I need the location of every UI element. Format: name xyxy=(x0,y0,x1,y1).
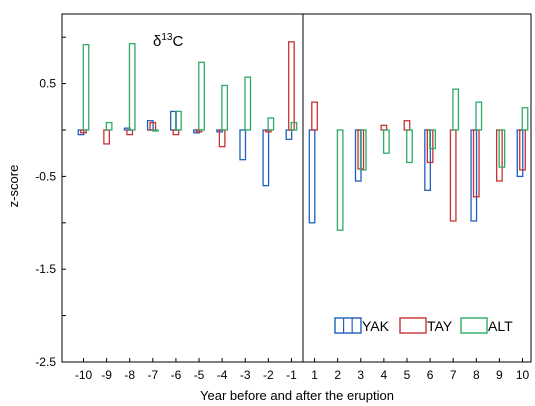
legend-label-alt: ALT xyxy=(488,318,513,334)
bar-tay xyxy=(449,129,457,222)
bar-tay xyxy=(126,129,134,136)
bar-tay xyxy=(103,129,111,145)
x-tick-label: -4 xyxy=(217,368,228,382)
x-axis-title: Year before and after the eruption xyxy=(200,388,394,403)
chart-title-main: δ xyxy=(153,33,161,50)
plot-frame xyxy=(61,13,532,363)
chart-title-superscript: 13 xyxy=(161,32,173,43)
bar-alt xyxy=(498,129,506,168)
bar-alt xyxy=(429,129,436,150)
bar-tay xyxy=(172,129,180,136)
y-tick-label: -0.5 xyxy=(35,169,56,183)
bar-alt xyxy=(336,129,344,231)
x-tick-label: 7 xyxy=(450,368,457,382)
x-tick-label: 4 xyxy=(381,368,388,382)
x-tick-label: -6 xyxy=(171,368,182,382)
x-tick-label: -8 xyxy=(124,368,135,382)
x-tick-label: -10 xyxy=(75,368,93,382)
bar-alt xyxy=(267,117,275,131)
bar-yak xyxy=(285,129,293,140)
bar-tay xyxy=(288,41,295,131)
bar-alt xyxy=(452,88,460,131)
chart-title-suffix: C xyxy=(172,33,183,50)
x-tick-label: -7 xyxy=(147,368,158,382)
legend: YAK TAY ALT xyxy=(334,317,513,334)
bar-tay xyxy=(311,101,318,131)
y-tick-label: 0.5 xyxy=(39,77,56,91)
bar-alt xyxy=(406,129,413,164)
y-axis-title: z-score xyxy=(6,165,21,208)
x-tick-label: 6 xyxy=(427,368,434,382)
x-tick-label: 9 xyxy=(496,368,503,382)
bars-layer xyxy=(77,41,529,231)
x-tick-label: -1 xyxy=(286,368,297,382)
legend-swatch-tay xyxy=(399,317,427,334)
bar-yak xyxy=(262,129,270,187)
x-tick-label: -3 xyxy=(240,368,251,382)
x-tick-label: 3 xyxy=(357,368,364,382)
chart-title-group: δ13C xyxy=(153,32,183,50)
bar-alt xyxy=(128,43,136,131)
legend-swatch-alt xyxy=(460,317,488,334)
bar-alt xyxy=(290,121,298,131)
x-tick-label: 10 xyxy=(516,368,530,382)
x-tick-label: -5 xyxy=(194,368,205,382)
bar-alt xyxy=(475,101,483,131)
x-tick-label: 8 xyxy=(473,368,480,382)
legend-label-tay: TAY xyxy=(427,318,453,334)
x-tick-label: -2 xyxy=(263,368,274,382)
x-tick-label: 5 xyxy=(404,368,411,382)
bar-alt xyxy=(521,107,529,131)
x-tick-label: -9 xyxy=(101,368,112,382)
chart-title: δ13C xyxy=(153,32,183,50)
x-tick-label: 1 xyxy=(311,368,318,382)
bar-tay xyxy=(380,124,388,131)
bar-alt xyxy=(221,84,229,131)
legend-label-yak: YAK xyxy=(362,318,390,334)
x-tick-label: 2 xyxy=(334,368,341,382)
bar-alt xyxy=(244,76,252,131)
bar-alt xyxy=(151,129,159,132)
bar-alt xyxy=(359,129,367,171)
y-tick-label: -2.5 xyxy=(35,355,56,369)
bar-alt xyxy=(198,61,205,131)
bar-yak xyxy=(308,129,316,224)
bar-alt xyxy=(105,121,113,131)
bar-tay xyxy=(403,120,411,131)
legend-swatch-yak xyxy=(334,317,362,334)
bar-alt xyxy=(82,43,90,131)
axes: 0.5 -0.5 -1.5 -2.5 -10 -9 -8 -7 -6 -5 -4 -3 -2 -1 1 2 3 4… xyxy=(35,13,532,382)
bar-alt xyxy=(175,110,182,131)
y-tick-label: -1.5 xyxy=(35,262,56,276)
bar-yak xyxy=(239,129,247,161)
bar-alt xyxy=(382,129,390,154)
